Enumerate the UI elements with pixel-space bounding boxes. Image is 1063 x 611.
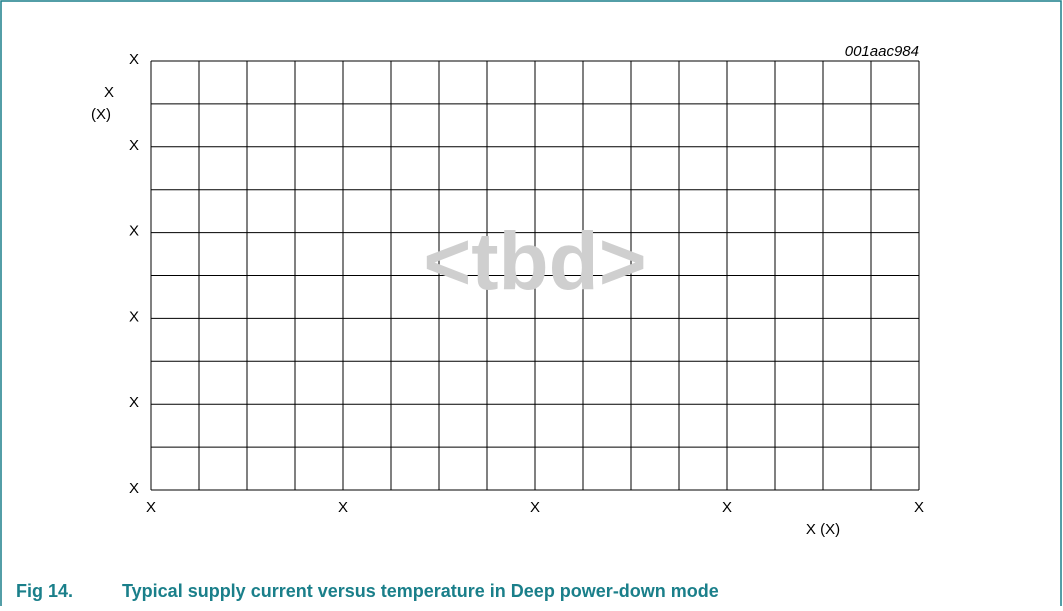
y-tick-label: X <box>129 223 139 240</box>
grid <box>150 60 920 491</box>
y-tick-label: X <box>129 308 139 325</box>
y-tick-label: X <box>129 51 139 68</box>
x-tick-label: X <box>530 499 540 516</box>
x-tick-label: X <box>722 499 732 516</box>
figure-id: 001aac984 <box>845 43 919 60</box>
x-tick-label: X <box>146 499 156 516</box>
y-tick-label: X <box>129 480 139 497</box>
y-tick-label: X <box>129 137 139 154</box>
y-axis-label: X <box>104 84 114 101</box>
x-tick-label: X <box>338 499 348 516</box>
x-tick-label: X <box>914 499 924 516</box>
placeholder: <tbd> <box>423 217 646 308</box>
y-tick-label: X <box>129 394 139 411</box>
caption-text: Typical supply current versus temperatur… <box>122 581 719 601</box>
x-axis-label: X (X) <box>806 521 840 538</box>
caption-number: Fig 14. <box>16 581 73 601</box>
y-axis-unit: (X) <box>91 106 111 123</box>
